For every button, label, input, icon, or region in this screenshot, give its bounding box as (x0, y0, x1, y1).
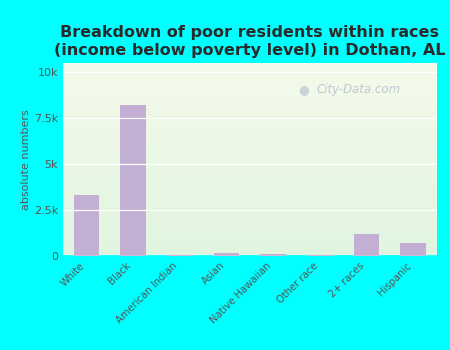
Title: Breakdown of poor residents within races
(income below poverty level) in Dothan,: Breakdown of poor residents within races… (54, 25, 446, 58)
Bar (260, 254, 286, 256)
Bar (73, 195, 99, 256)
Bar (400, 243, 426, 256)
Bar (120, 105, 146, 256)
Y-axis label: absolute numbers: absolute numbers (21, 109, 31, 210)
Text: City-Data.com: City-Data.com (317, 83, 401, 97)
Bar (354, 234, 379, 255)
Text: ●: ● (298, 83, 309, 97)
Bar (214, 253, 239, 255)
Bar (307, 254, 333, 256)
